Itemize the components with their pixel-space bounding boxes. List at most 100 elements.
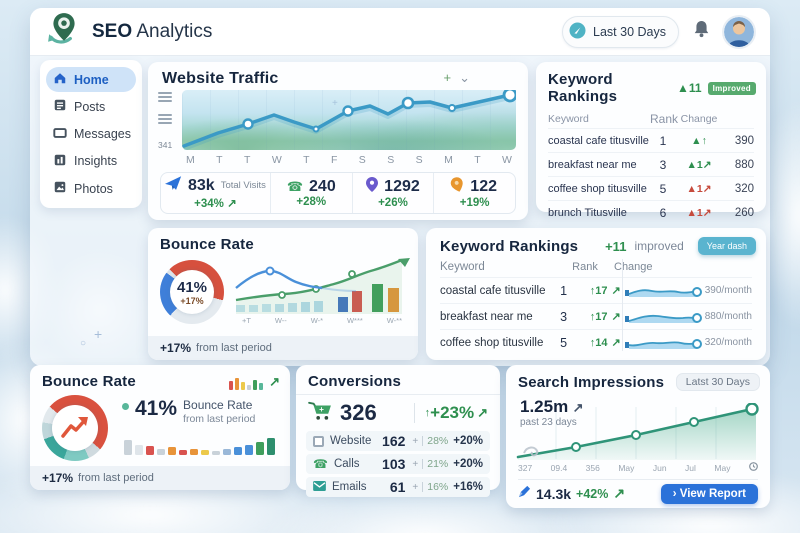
trend-up-icon: ↗ [477,405,488,420]
sidebar-item-messages[interactable]: Messages [46,122,136,147]
stat-questions: 122 +19% [433,173,515,213]
document-icon [53,98,67,115]
map-pin-icon [366,177,379,197]
sidebar-item-label: Photos [74,181,113,196]
rank-delta: +11 [605,238,627,254]
donut-value: 41% [176,278,208,296]
pencil-icon [518,485,531,503]
card-title: Bounce Rate [160,236,254,253]
trend-up-icon: ↗ [269,374,280,389]
stat-calls: ☎ 240 +28% [269,173,352,213]
keyword-rankings-card-mid: Keyword Rankings +11 improved Year dash … [426,228,766,360]
paper-plane-icon [165,176,182,196]
mini-bars-icon [229,377,264,390]
card-footer: +17% from last period [148,336,418,360]
rank-up-icon: ▲1↗ [686,158,712,171]
card-title: Website Traffic [162,70,279,87]
bell-icon[interactable] [693,20,710,43]
app-logo-icon [46,11,82,52]
stat-value: 122 [470,178,497,195]
year-dash-button[interactable]: Year dash [697,237,756,255]
image-icon [53,180,67,197]
bounce-rate-value: 41% [135,397,178,420]
sidebar-item-posts[interactable]: Posts [46,94,136,119]
conversion-row-calls: ☎ Calls 103 + 21% +20% [306,454,490,474]
improved-badge: Improved [707,81,756,95]
bullet-dot-icon [122,403,129,410]
page-title: SEO Analytics [92,21,212,43]
sidebar-item-label: Messages [74,127,131,141]
table-row: breakfast near me 3 ↑17 ↗ 880/month [440,303,752,329]
range-pill[interactable]: Latst 30 Days [675,373,760,391]
bounce-rate-donut: 41% +17% [160,260,224,324]
envelope-icon [53,126,67,143]
history-clock-icon[interactable] [749,462,758,473]
phone-icon: ☎ [313,457,328,471]
bounce-rate-card-mid: Bounce Rate 41% +17% [148,228,418,360]
keyword-sparkline [624,286,702,297]
add-icon[interactable]: + [443,70,452,85]
bounce-rate-card-bottom: Bounce Rate ↗ 41% Bounce Rate from last … [30,365,290,490]
stat-total-visits: 83k Total Visits +34% ↗ [161,173,270,213]
conversions-card: Conversions + 326 ↑ +23% ↗ Website 162 [296,365,500,497]
table-row: coffee shop titusville 5 ↑14 ↗ 320/month [440,329,752,355]
date-range-label: Last 30 Days [593,24,666,39]
phone-icon: ☎ [286,179,304,194]
sidebar-item-label: Insights [74,154,118,169]
sidebar-item-photos[interactable]: Photos [46,176,136,201]
growth-arrow-icon [61,417,88,438]
app-header: SEO Analytics Last 30 Days [30,8,770,56]
trend-up-icon: ↗ [227,198,237,210]
conversion-row-website: Website 162 + 28% +20% [306,431,490,451]
chevron-down-icon[interactable]: ⌄ [459,70,470,85]
trend-up-icon: ↗ [613,485,626,501]
card-title: Conversions [296,365,500,395]
traffic-line-chart: + [182,90,516,150]
keyword-table: Keyword Rank Change coastal cafe titusvi… [426,257,766,355]
trend-up-icon: ↗ [611,311,621,323]
sparkle-decoration: + [94,326,103,342]
svg-text:+: + [332,98,338,109]
sidebar-nav: Home Posts Messages Insights Photos [40,60,142,208]
user-avatar[interactable] [724,16,754,47]
card-title: Search Impressions [518,373,665,391]
sidebar-item-label: Home [74,72,109,87]
search-impressions-card: Search Impressions Latst 30 Days 1.25m ↗… [506,365,770,508]
stat-caption: Total Visits [220,180,266,192]
bounce-rate-caption: from last period [183,412,256,425]
home-icon [53,71,67,88]
keyword-sparkline [624,312,702,323]
sidebar-item-home[interactable]: Home [46,67,136,92]
rank-up-icon: ▲↑ [691,134,707,147]
website-icon [313,435,324,447]
rank-delta: ▲11 [677,81,702,95]
bounce-rate-caption: Bounce Rate [183,398,253,412]
bounce-trend-chart [235,258,410,314]
clock-icon [569,22,586,42]
conversion-row-emails: Emails 61 + 16% +16% [306,477,490,497]
card-footer: 14.3k +42% ↗ › View Report [518,479,758,505]
view-report-button[interactable]: › View Report [660,483,758,504]
traffic-stats-strip: 83k Total Visits +34% ↗ ☎ 240 +28% 1292 … [160,172,516,214]
table-row: brunch Titusville 6 ▲1↗ 260 [548,200,754,224]
card-title: Bounce Rate [42,373,136,390]
donut-change: +17% [180,295,204,306]
footer-change: +42% [576,486,609,501]
svg-text:+: + [319,404,324,413]
rank-down-icon: ▲1↗ [686,182,712,195]
stat-value: 240 [309,178,336,195]
date-range-button[interactable]: Last 30 Days [562,15,679,48]
table-row: coastal cafe titusville 1 ↑17 ↗ 390/mont… [440,277,752,303]
orange-pin-icon [450,176,468,199]
card-title: Keyword Rankings [548,71,618,105]
envelope-icon [313,478,326,496]
keyword-sparkline [624,338,702,349]
bounce-rate-donut [42,395,108,461]
chevron-right-icon: › [672,487,677,500]
card-title: Keyword Rankings [440,237,579,255]
x-axis-labels: +T W-- W-* W*** W-** [242,316,402,325]
delta-caption: improved [634,239,684,253]
stat-locations: 1292 +26% [351,173,434,213]
sidebar-item-insights[interactable]: Insights [46,149,136,174]
